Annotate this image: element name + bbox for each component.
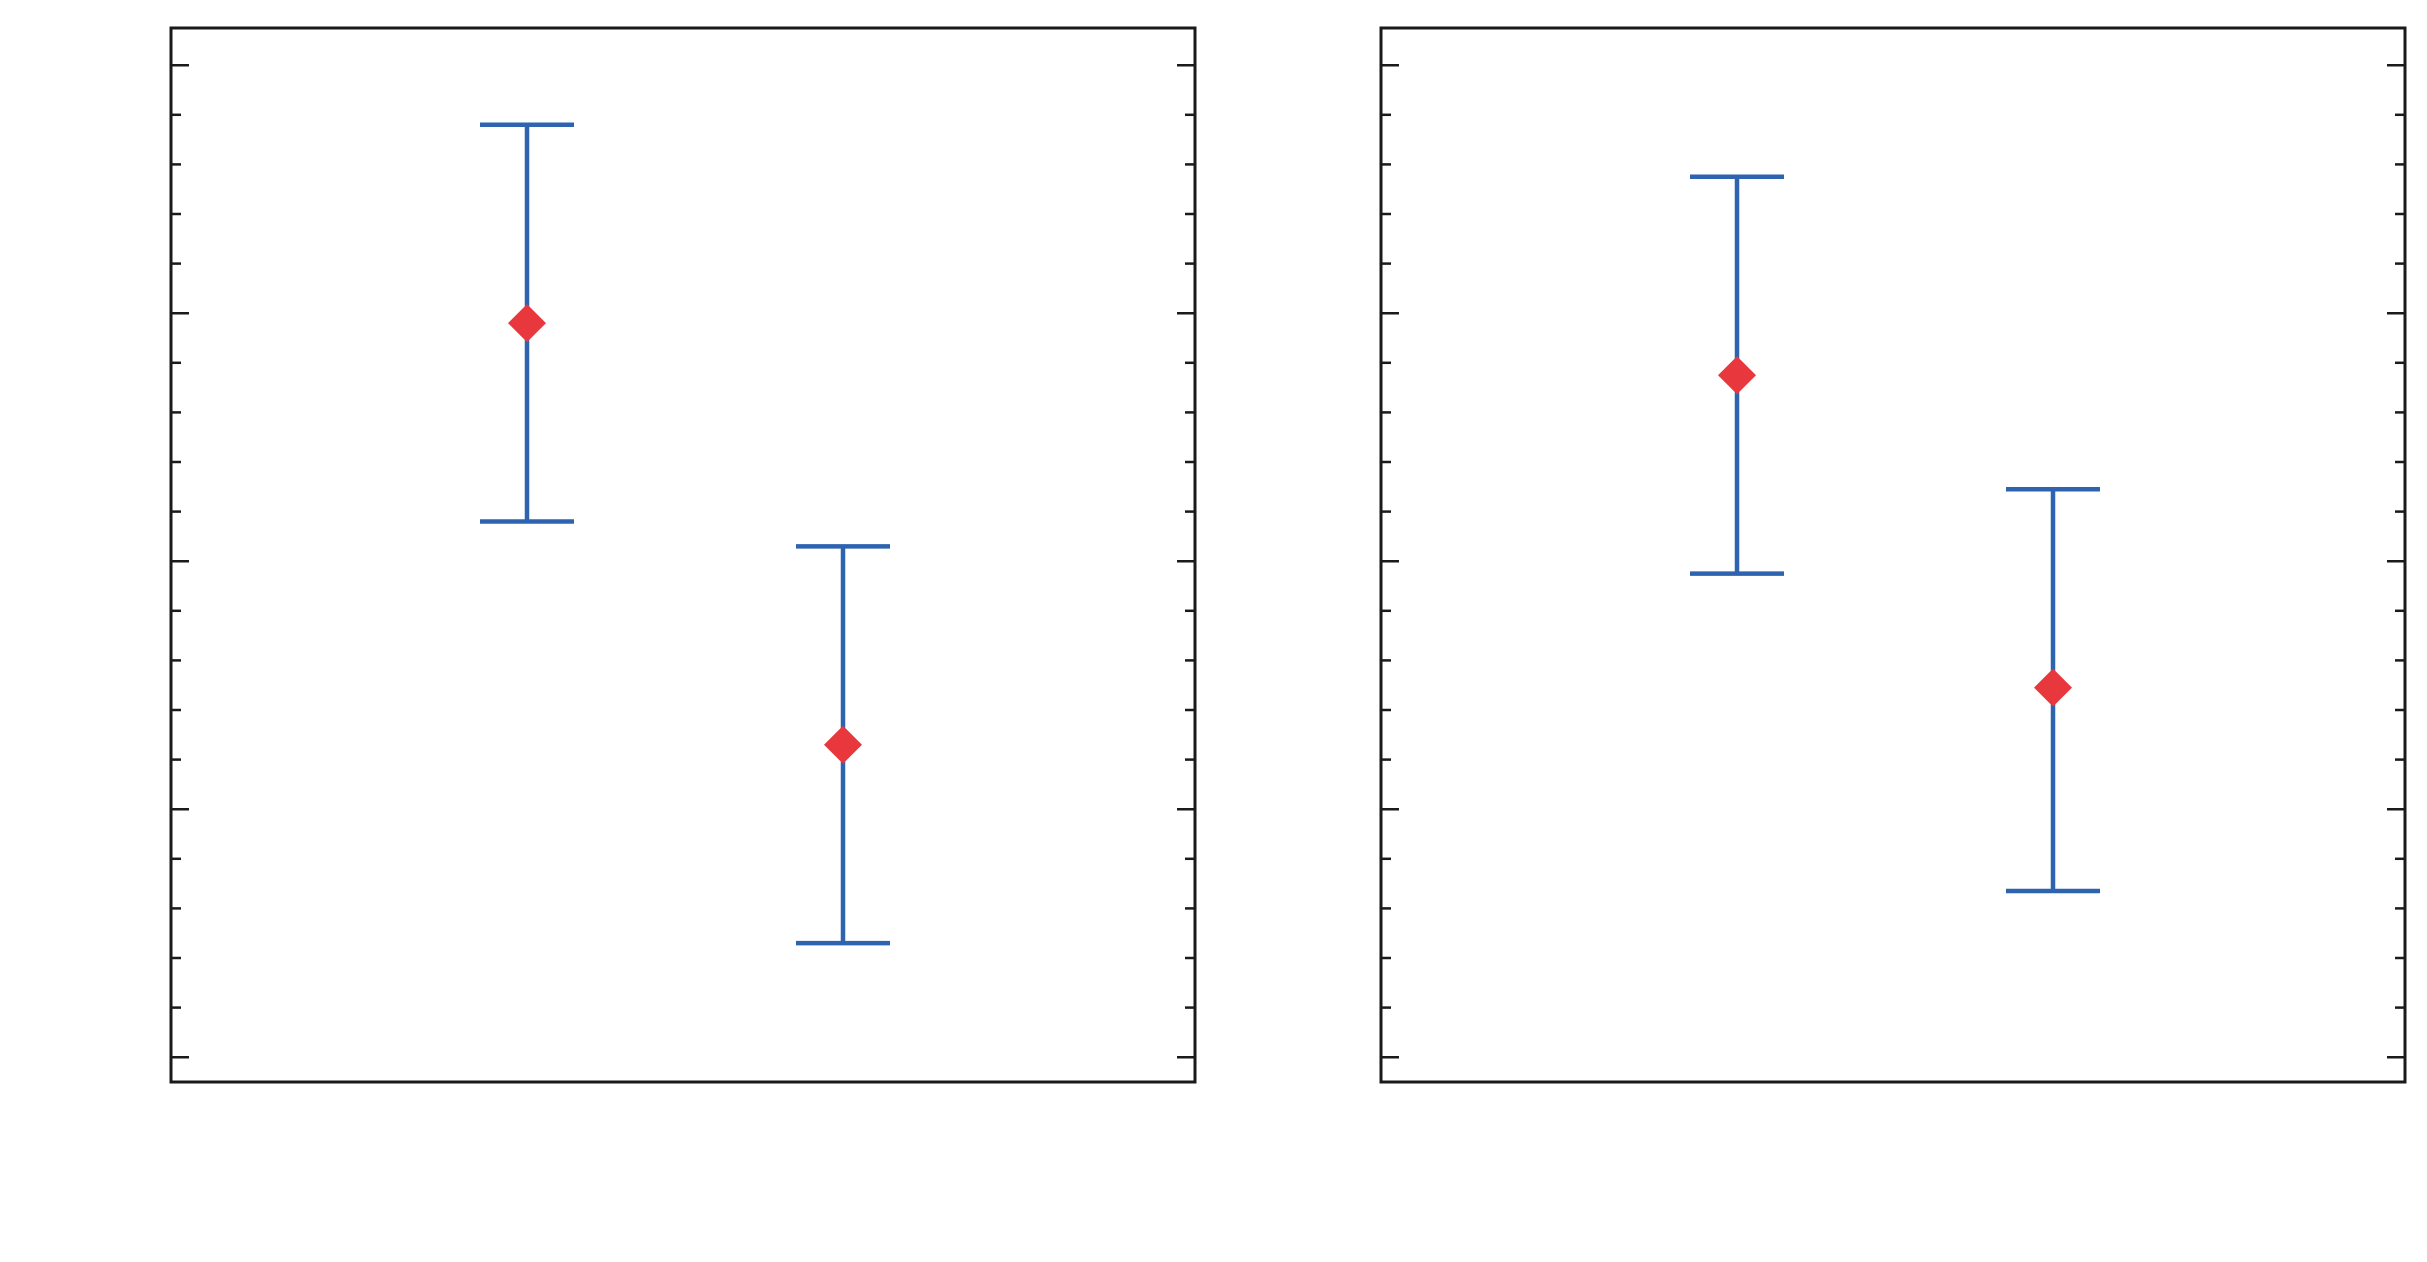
mean-point-marker — [824, 725, 862, 764]
mean-point-marker — [2034, 668, 2072, 707]
plot-frame — [1379, 26, 2407, 1084]
mean-point-marker — [1718, 356, 1756, 395]
chart-panel-1 — [169, 26, 1197, 1084]
plot-frame — [169, 26, 1197, 1084]
chart-panel-2 — [1379, 26, 2407, 1084]
mean-point-marker — [508, 304, 546, 343]
